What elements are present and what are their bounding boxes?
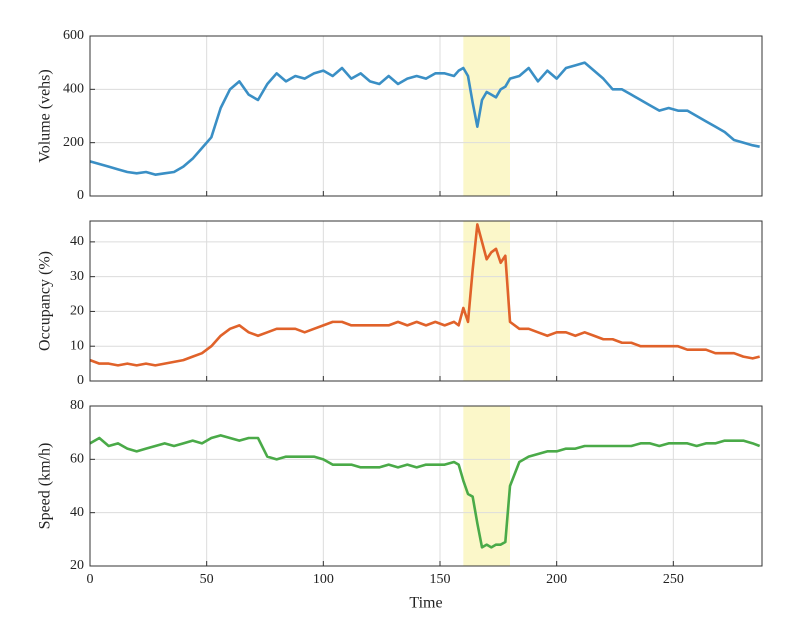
axes-frame (89, 220, 763, 382)
y-tick-label: 40 (70, 505, 84, 520)
x-tick-label: 150 (430, 572, 451, 587)
axes-frame (89, 405, 763, 567)
x-tick-label: 0 (87, 572, 94, 587)
y-tick-label: 40 (70, 234, 84, 249)
x-tick-label: 250 (663, 572, 684, 587)
highlight-band (463, 36, 510, 196)
x-tick-label: 100 (313, 572, 334, 587)
y-tick-label: 30 (70, 269, 84, 284)
y-tick-label: 10 (70, 338, 84, 353)
data-line (89, 61, 760, 176)
y-tick-label: 0 (77, 188, 84, 203)
y-tick-label: 0 (77, 373, 84, 388)
highlight-band (463, 406, 510, 566)
x-tick-label: 200 (546, 572, 567, 587)
x-tick-label: 50 (200, 572, 214, 587)
y-tick-label: 20 (70, 304, 84, 319)
y-axis-label: Volume (vehs) (37, 69, 54, 162)
y-tick-label: 20 (70, 558, 84, 573)
y-tick-label: 80 (70, 398, 84, 413)
data-line (89, 223, 760, 367)
y-tick-label: 600 (63, 28, 84, 43)
y-axis-label: Speed (km/h) (37, 443, 54, 530)
y-tick-label: 200 (63, 135, 84, 150)
y-axis-label: Occupancy (%) (37, 251, 54, 351)
y-tick-label: 60 (70, 452, 84, 467)
x-axis-label: Time (409, 595, 442, 612)
y-tick-label: 400 (63, 82, 84, 97)
data-line (89, 434, 761, 549)
axes-frame (89, 35, 763, 197)
